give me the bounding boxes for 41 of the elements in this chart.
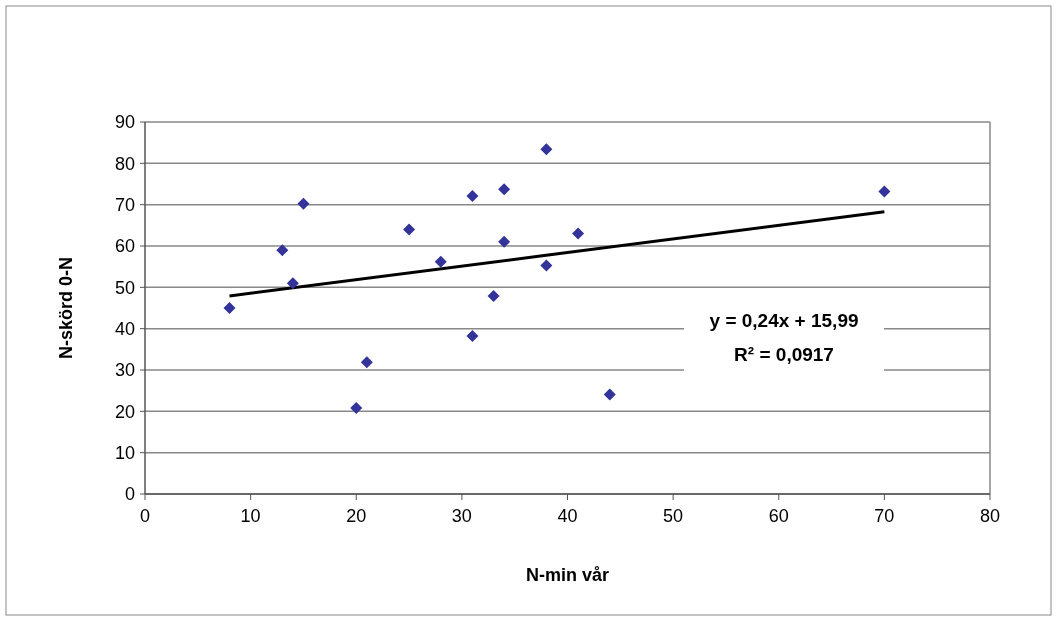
point [466,330,479,343]
x-axis-title: N-min vår [525,565,610,585]
point [603,388,616,401]
x-tick-label: 30 [451,506,472,526]
point [223,302,236,314]
y-tick-label: 60 [114,236,135,257]
point [403,223,416,236]
y-tick-label: 0 [124,484,135,505]
y-tick-label: 70 [114,194,135,215]
y-tick-label: 10 [114,442,135,463]
point [878,185,891,198]
point [350,402,363,415]
point [466,189,479,202]
y-tick-label: 50 [114,277,135,298]
y-tick-label: 30 [114,360,135,381]
point [540,259,553,272]
point [286,277,299,290]
point [434,255,447,268]
annotation: R² = 0,0917 [734,344,834,365]
y-tick-label: 40 [114,318,135,339]
x-tick-label: 0 [139,506,151,526]
point [297,197,310,210]
y-tick-label: 90 [114,112,135,133]
point [572,227,585,240]
point [276,244,289,257]
x-tick-label: 10 [240,506,261,526]
y-tick-label: 80 [114,153,135,174]
y-tick-label: 20 [114,401,135,422]
x-tick-label: 50 [663,506,684,526]
point [498,183,511,196]
x-tick-label: 80 [979,506,1001,526]
y-axis-title: N-skörd 0-N [56,256,76,360]
x-tick-label: 60 [768,506,789,526]
point [498,235,511,248]
point [487,290,500,303]
x-tick-label: 20 [346,506,367,526]
point [360,356,373,369]
point [540,143,553,156]
x-tick-label: 70 [874,506,895,526]
annotation: y = 0,24x + 15,99 [709,310,859,331]
x-tick-label: 40 [557,506,578,526]
